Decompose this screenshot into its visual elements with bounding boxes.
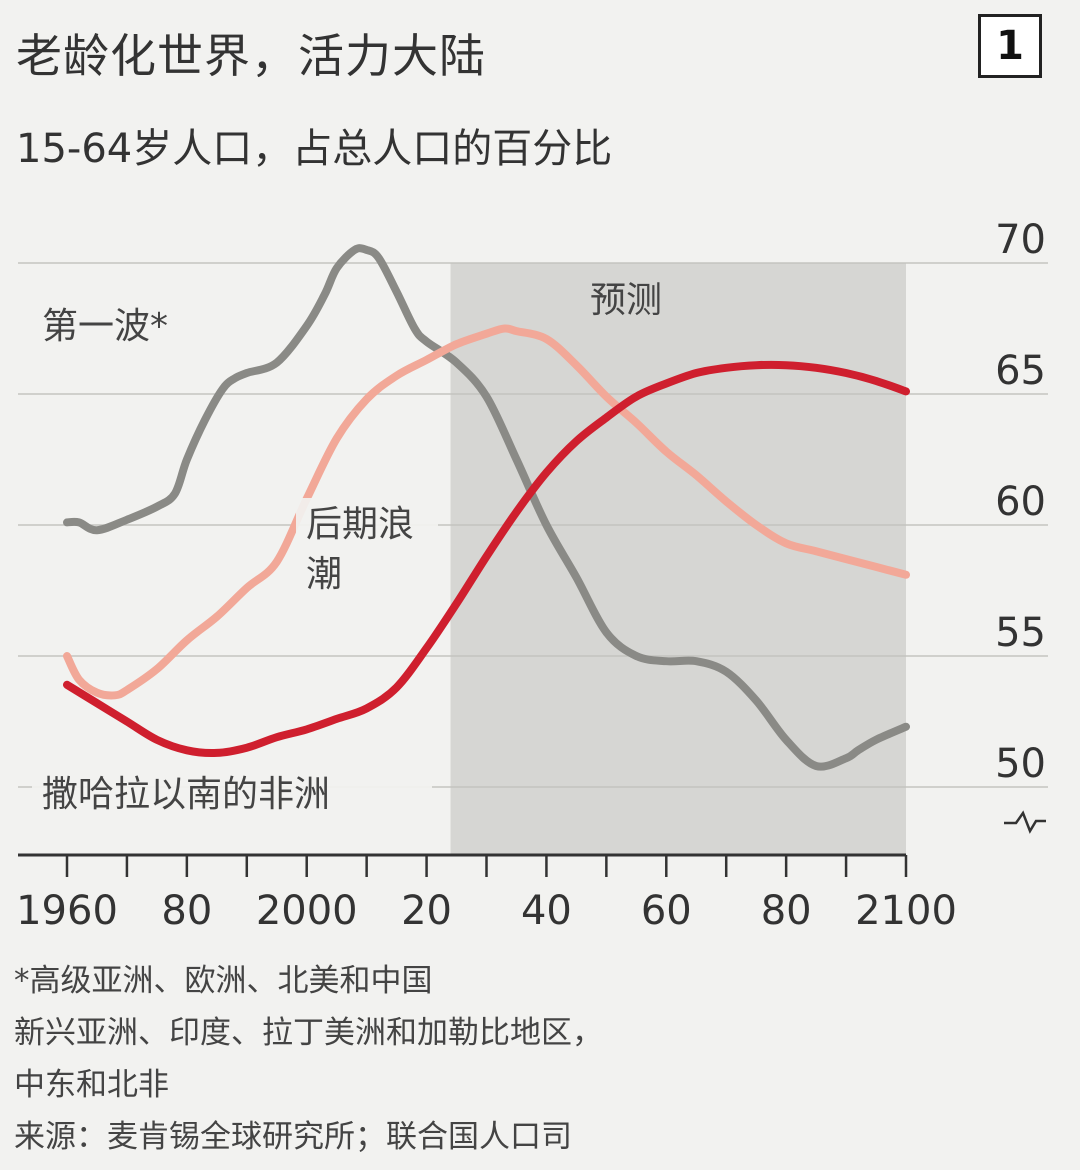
label-forecast: 预测 bbox=[590, 280, 662, 321]
x-tick-label-1960: 1960 bbox=[16, 888, 118, 934]
footnote: *高级亚洲、欧洲、北美和中国 bbox=[14, 963, 433, 999]
x-tick-label-2020: 20 bbox=[401, 888, 452, 934]
late-wave-definition-line2: 中东和北非 bbox=[14, 1067, 169, 1103]
series-sub-saharan-africa bbox=[63, 360, 910, 758]
y-tick-label-70: 70 bbox=[995, 217, 1046, 263]
source-note: 来源：麦肯锡全球研究所；联合国人口司 bbox=[14, 1119, 572, 1155]
x-tick-label-2000: 2000 bbox=[256, 888, 358, 934]
label-first-wave: 第一波* bbox=[42, 306, 168, 347]
y-tick-label-55: 55 bbox=[995, 610, 1046, 656]
chart-subtitle: 15-64岁人口，占总人口的百分比 bbox=[16, 126, 613, 172]
series-late-wave bbox=[63, 324, 910, 700]
x-tick-label-2060: 60 bbox=[641, 888, 692, 934]
chart-title: 老龄化世界，活力大陆 bbox=[16, 29, 486, 83]
series-first-wave bbox=[63, 244, 910, 771]
chart: 50 55 60 65 70 1960 80 2000 20 40 60 80 2100 第一波* 后期… bbox=[16, 217, 1048, 934]
y-tick-label-60: 60 bbox=[995, 479, 1046, 525]
label-first-wave-bg bbox=[32, 300, 232, 352]
x-tick-label-1980: 80 bbox=[161, 888, 212, 934]
x-tick-label-2040: 40 bbox=[521, 888, 572, 934]
y-tick-label-65: 65 bbox=[995, 348, 1046, 394]
axis-break-icon bbox=[1004, 810, 1046, 834]
label-sub-saharan-africa-bg bbox=[32, 768, 432, 822]
label-late-wave-line1-bg bbox=[296, 498, 438, 548]
label-late-wave-line2: 潮 bbox=[306, 554, 342, 595]
x-tick-label-2080: 80 bbox=[761, 888, 812, 934]
y-tick-label-50: 50 bbox=[995, 741, 1046, 787]
chart-notes: *高级亚洲、欧洲、北美和中国 新兴亚洲、印度、拉丁美洲和加勒比地区， 中东和北非… bbox=[14, 955, 603, 1163]
figure-number-badge: 1 bbox=[978, 14, 1042, 78]
late-wave-definition-line1: 新兴亚洲、印度、拉丁美洲和加勒比地区， bbox=[14, 1015, 603, 1051]
label-sub-saharan-africa: 撒哈拉以南的非洲 bbox=[42, 774, 330, 815]
x-tick-label-2100: 2100 bbox=[855, 888, 957, 934]
label-late-wave-line1: 后期浪 bbox=[306, 504, 414, 545]
